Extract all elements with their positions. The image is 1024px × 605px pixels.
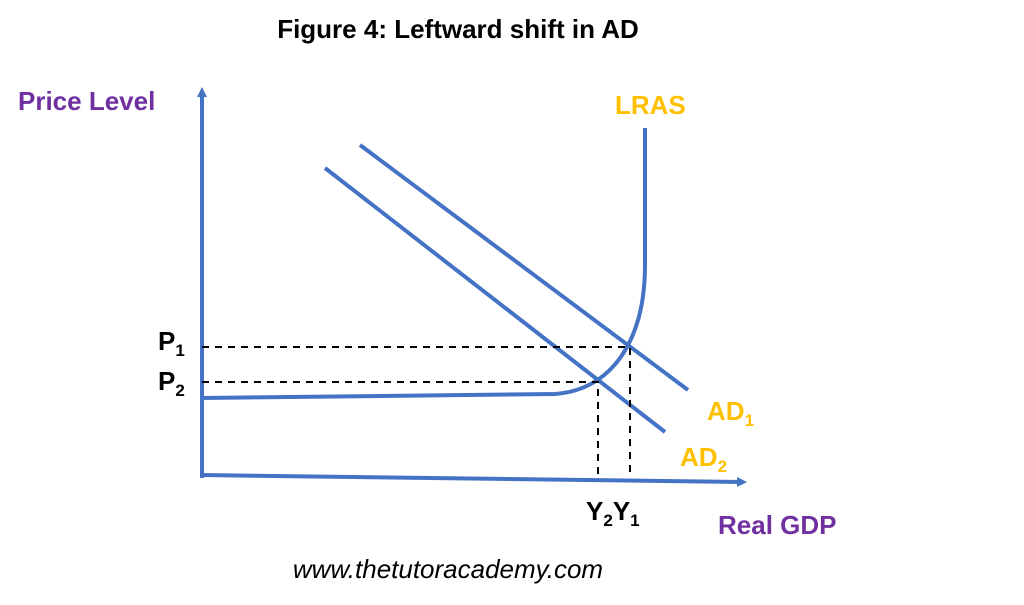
- title: Figure 4: Leftward shift in AD: [277, 14, 639, 44]
- p1-guide: [202, 346, 631, 475]
- output-labels: Y2Y1: [586, 496, 640, 530]
- ad1-label: AD1: [707, 396, 754, 430]
- y-axis-label: Price Level: [18, 86, 155, 116]
- p1-label: P1: [158, 326, 185, 360]
- ad2-curve: [323, 166, 667, 434]
- footer: www.thetutoracademy.com: [293, 554, 603, 584]
- lras-label: LRAS: [615, 90, 686, 120]
- ad2-label: AD2: [680, 442, 727, 476]
- x-axis-label: Real GDP: [718, 510, 837, 540]
- x-axis: [199, 473, 747, 487]
- p2-guide: [202, 381, 599, 475]
- lras-curve: [201, 128, 647, 400]
- p2-label: P2: [158, 366, 185, 400]
- ad1-curve: [358, 143, 690, 392]
